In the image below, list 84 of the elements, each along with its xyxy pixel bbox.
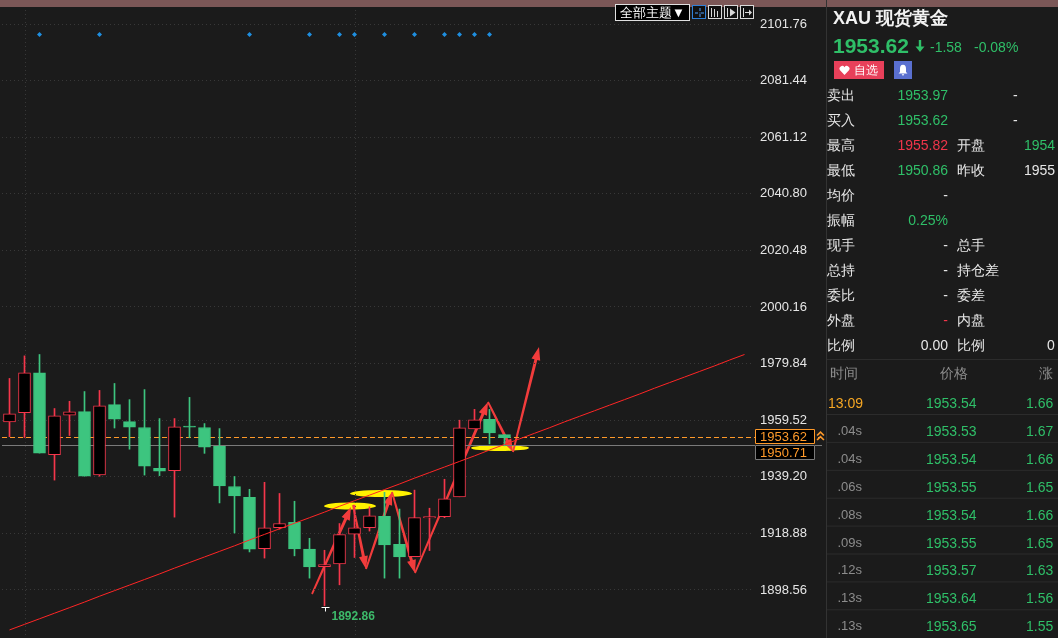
text: -0.08% bbox=[974, 38, 1019, 56]
text: 1953.55 bbox=[926, 477, 977, 496]
text: 1953.64 bbox=[926, 589, 977, 608]
text: .13s bbox=[837, 618, 862, 635]
text: .04s bbox=[837, 450, 862, 467]
text: 总手 bbox=[957, 236, 985, 254]
text: - bbox=[943, 286, 948, 304]
text: - bbox=[943, 186, 948, 204]
text: 1.66 bbox=[1026, 394, 1054, 412]
text: .06s bbox=[837, 478, 862, 495]
text: 1953.65 bbox=[926, 617, 977, 636]
y-tick-label: 1959.52 bbox=[760, 411, 807, 427]
text: 1953.62 bbox=[897, 111, 948, 129]
text: 现手 bbox=[827, 236, 855, 254]
y-tick-label: 2061.12 bbox=[760, 128, 807, 144]
text: 0.25% bbox=[908, 211, 948, 229]
text: .04s bbox=[837, 422, 862, 439]
text: 0 bbox=[1047, 336, 1055, 354]
text: 1953.53 bbox=[926, 421, 977, 440]
text: 委差 bbox=[957, 286, 985, 304]
y-tick-label: 1979.84 bbox=[760, 355, 807, 371]
text: 1.66 bbox=[1026, 449, 1054, 468]
text: 涨 bbox=[1039, 364, 1053, 382]
text: .09s bbox=[837, 534, 862, 551]
text: 1954 bbox=[1024, 136, 1056, 154]
text: 外盘 bbox=[827, 311, 855, 329]
y-tick-label: 2101.76 bbox=[760, 15, 807, 31]
text: 1.56 bbox=[1026, 589, 1054, 608]
text: .13s bbox=[837, 590, 862, 607]
text: 最高 bbox=[827, 136, 855, 154]
text: 振幅 bbox=[827, 211, 855, 229]
text: 卖出 bbox=[827, 86, 855, 104]
text: 1955 bbox=[1024, 161, 1056, 179]
annotation: 1892.86 bbox=[331, 608, 376, 623]
text: 最低 bbox=[827, 161, 855, 179]
text: 1953.54 bbox=[926, 394, 977, 412]
text: 内盘 bbox=[957, 311, 985, 329]
text: 1953.97 bbox=[897, 86, 948, 104]
text: .08s bbox=[837, 506, 862, 523]
ref-line-label: 1953.62 bbox=[760, 428, 807, 444]
text: XAU 现货黄金 bbox=[833, 7, 949, 30]
text: 1953.54 bbox=[926, 449, 977, 468]
text: - bbox=[1013, 86, 1018, 104]
text: 1953.54 bbox=[926, 505, 977, 524]
text: 自选 bbox=[834, 61, 884, 79]
text: 1.63 bbox=[1026, 561, 1054, 580]
annotation: 全部主题▼ bbox=[615, 4, 690, 21]
text: 1953.57 bbox=[926, 561, 977, 580]
text: 委比 bbox=[827, 286, 855, 304]
y-tick-label: 1898.56 bbox=[760, 581, 807, 597]
text: - bbox=[1013, 111, 1018, 129]
text: 昨收 bbox=[957, 161, 985, 179]
y-tick-label: 1918.88 bbox=[760, 524, 807, 540]
text: - bbox=[943, 261, 948, 279]
text: 时间 bbox=[830, 364, 858, 382]
text: - bbox=[943, 236, 948, 254]
text: 1955.82 bbox=[897, 136, 948, 154]
text: 总持 bbox=[827, 261, 855, 279]
y-tick-label: 2040.80 bbox=[760, 185, 807, 201]
text: 比例 bbox=[827, 336, 855, 354]
text: .12s bbox=[837, 562, 862, 579]
text: 1953.55 bbox=[926, 533, 977, 552]
text: 1.65 bbox=[1026, 533, 1054, 552]
y-tick-label: 1939.20 bbox=[760, 468, 807, 484]
text: 1.55 bbox=[1026, 617, 1054, 636]
text: 1.65 bbox=[1026, 477, 1054, 496]
text: - bbox=[943, 311, 948, 329]
text: 开盘 bbox=[957, 136, 985, 154]
text: 0.00 bbox=[920, 336, 948, 354]
text: 持仓差 bbox=[957, 261, 999, 279]
y-tick-label: 2000.16 bbox=[760, 298, 807, 314]
text: 1.66 bbox=[1026, 505, 1054, 524]
text: -1.58 bbox=[930, 38, 962, 56]
text: 买入 bbox=[827, 111, 855, 129]
y-tick-label: 2020.48 bbox=[760, 241, 807, 257]
ref-line-label: 1950.71 bbox=[760, 444, 807, 460]
text: 1953.62 bbox=[833, 33, 909, 59]
text: 均价 bbox=[827, 186, 855, 204]
text: 13:09 bbox=[828, 394, 864, 412]
y-tick-label: 2081.44 bbox=[760, 72, 807, 88]
text: 价格 bbox=[940, 364, 968, 382]
text: 比例 bbox=[957, 336, 985, 354]
text: 1.67 bbox=[1026, 421, 1054, 440]
text: 1950.86 bbox=[897, 161, 948, 179]
